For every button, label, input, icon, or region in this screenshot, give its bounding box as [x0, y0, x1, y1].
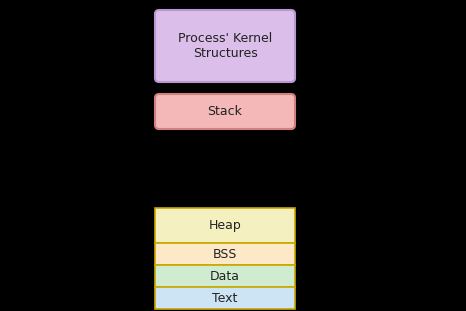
FancyBboxPatch shape — [155, 265, 295, 287]
FancyBboxPatch shape — [155, 243, 295, 265]
Text: Process' Kernel
Structures: Process' Kernel Structures — [178, 32, 272, 60]
Text: BSS: BSS — [213, 248, 237, 261]
FancyBboxPatch shape — [155, 287, 295, 309]
FancyBboxPatch shape — [155, 10, 295, 82]
Text: Stack: Stack — [207, 105, 242, 118]
Text: Text: Text — [212, 291, 238, 304]
Text: Data: Data — [210, 270, 240, 282]
FancyBboxPatch shape — [155, 208, 295, 243]
Text: Heap: Heap — [209, 219, 241, 232]
FancyBboxPatch shape — [155, 94, 295, 129]
